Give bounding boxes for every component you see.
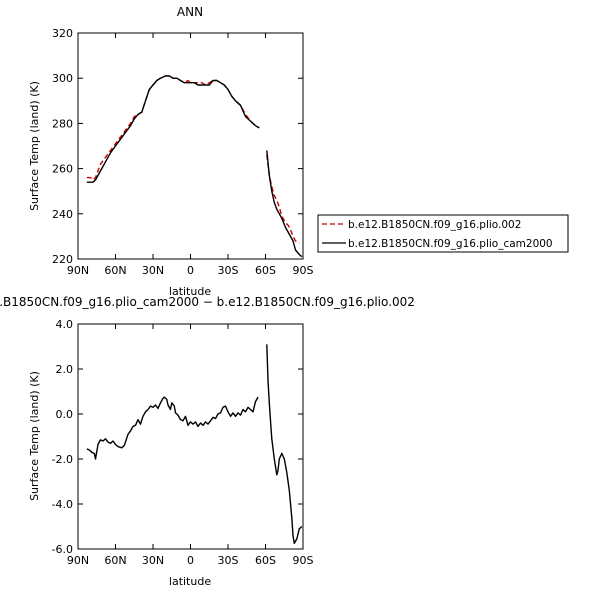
bottom-y-tick-label: -6.0	[52, 543, 73, 556]
bottom-y-tick-label: -2.0	[52, 453, 73, 466]
top-x-tick-label: 30N	[142, 264, 164, 277]
legend: b.e12.B1850CN.f09_g16.plio.002 b.e12.B18…	[317, 214, 569, 253]
top-x-tick-label: 60S	[255, 264, 276, 277]
bottom-plot-frame	[77, 323, 304, 550]
bottom-y-axis-label: Surface Temp (land) (K)	[28, 371, 41, 501]
top-plot-frame	[77, 32, 304, 260]
bottom-x-tick-label: 30S	[218, 554, 239, 567]
bottom-series-1-line	[86, 396, 259, 460]
bottom-y-tick-label: 4.0	[56, 318, 74, 331]
top-x-tick-label: 0	[187, 264, 194, 277]
top-y-tick-label: 320	[52, 27, 73, 40]
bottom-y-tick-label: 2.0	[56, 363, 74, 376]
bottom-series-1-line	[266, 344, 303, 545]
top-y-axis-label: Surface Temp (land) (K)	[28, 81, 41, 211]
top-x-tick-label: 90S	[293, 264, 314, 277]
top-chart-title: ANN	[177, 5, 203, 19]
top-ticks-group: 90N 60N 30N 0 30S 60S 90S 220 240 260 280 300 320	[52, 27, 314, 277]
top-series-2-line	[86, 75, 260, 183]
bottom-x-tick-label: 60S	[255, 554, 276, 567]
top-x-tick-label: 90N	[67, 264, 89, 277]
legend-box	[317, 214, 569, 253]
top-series-1-line	[86, 75, 260, 181]
bottom-x-tick-label: 60N	[104, 554, 126, 567]
bottom-y-tick-label: -4.0	[52, 498, 73, 511]
top-series-group	[86, 75, 303, 258]
top-y-tick-label: 220	[52, 253, 73, 266]
bottom-ticks-group: 90N 60N 30N 0 30S 60S 90S -6.0 -4.0 -2.0 0.0 2.0 4.0	[52, 318, 314, 567]
bottom-x-tick-label: 30N	[142, 554, 164, 567]
top-y-tick-label: 280	[52, 117, 73, 130]
bottom-x-tick-label: 90S	[293, 554, 314, 567]
bottom-panel: b.e12.B1850CN.f09_g16.plio_cam2000 − b.e…	[0, 295, 415, 588]
bottom-chart-title: b.e12.B1850CN.f09_g16.plio_cam2000 − b.e…	[0, 295, 415, 309]
top-panel: ANN 90N 60N 30N 0 30S 60S 90S 220 240 260 280 300 32…	[28, 5, 314, 298]
bottom-y-tick-label: 0.0	[56, 408, 74, 421]
top-y-tick-label: 300	[52, 72, 73, 85]
top-y-tick-label: 260	[52, 163, 73, 176]
top-x-axis-label: latitude	[169, 285, 211, 298]
bottom-x-tick-label: 0	[187, 554, 194, 567]
legend-label-series-2: b.e12.B1850CN.f09_g16.plio_cam2000	[348, 238, 553, 250]
top-x-tick-label: 30S	[218, 264, 239, 277]
bottom-x-axis-label: latitude	[169, 575, 211, 588]
legend-label-series-1: b.e12.B1850CN.f09_g16.plio.002	[348, 219, 521, 231]
top-y-tick-label: 240	[52, 208, 73, 221]
top-series-2-line	[266, 150, 303, 258]
bottom-series-group	[86, 344, 303, 545]
top-x-tick-label: 60N	[104, 264, 126, 277]
top-series-1-line	[266, 154, 300, 244]
bottom-x-tick-label: 90N	[67, 554, 89, 567]
